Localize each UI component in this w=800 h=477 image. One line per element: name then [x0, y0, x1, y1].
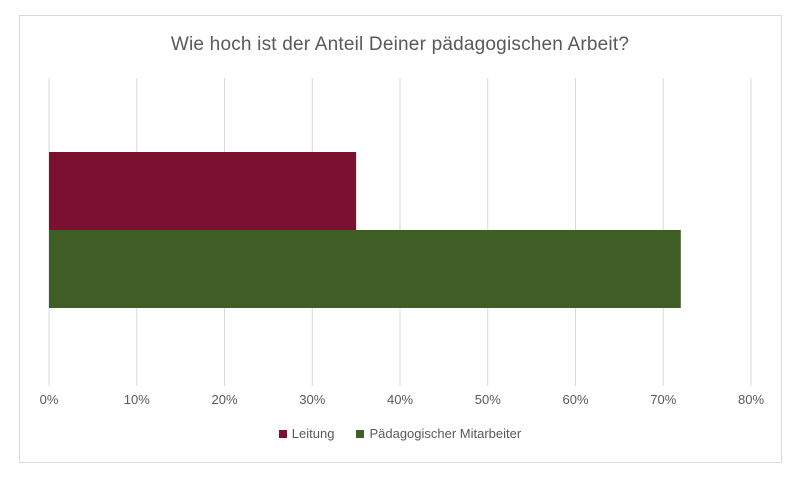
bars — [49, 152, 681, 308]
legend: Leitung Pädagogischer Mitarbeiter — [0, 426, 800, 441]
bar-pädagogischer-mitarbeiter — [49, 230, 681, 308]
x-tick-label: 80% — [738, 392, 764, 407]
x-tick-label: 50% — [475, 392, 501, 407]
legend-item: Leitung — [278, 426, 335, 441]
x-tick-label: 60% — [562, 392, 588, 407]
legend-swatch — [278, 429, 287, 438]
chart-title: Wie hoch ist der Anteil Deiner pädagogis… — [170, 34, 630, 55]
x-tick-label: 20% — [211, 392, 237, 407]
x-tick-label: 30% — [299, 392, 325, 407]
x-tick-label: 0% — [40, 392, 59, 407]
legend-label: Pädagogischer Mitarbeiter — [369, 426, 522, 441]
x-tick-label: 70% — [650, 392, 676, 407]
x-tick-label: 10% — [124, 392, 150, 407]
legend-item: Pädagogischer Mitarbeiter — [356, 426, 521, 441]
x-axis-tick-labels: 0% 10% 20% 30% 40% 50% 60% 70% 80% — [40, 392, 765, 407]
x-tick-label: 40% — [387, 392, 413, 407]
legend-swatch — [356, 429, 365, 438]
legend-label: Leitung — [291, 426, 335, 441]
bar-leitung — [49, 152, 357, 230]
